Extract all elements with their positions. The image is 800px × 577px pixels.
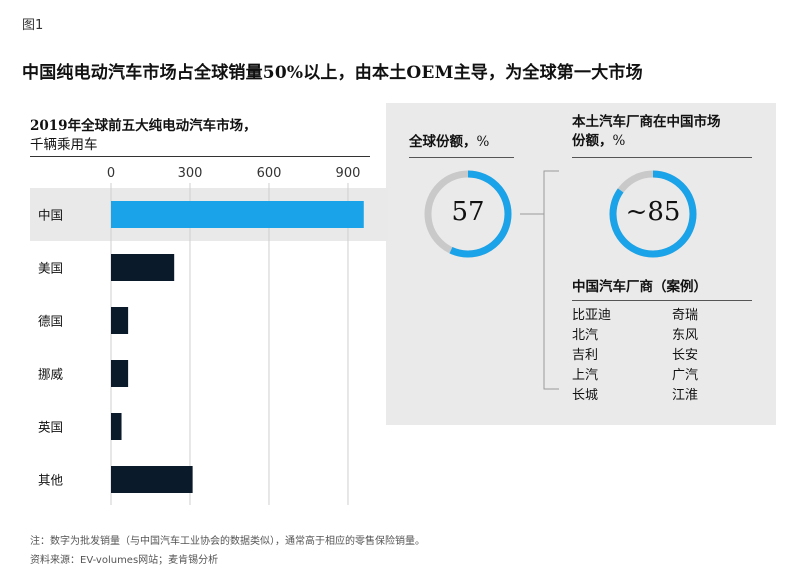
oem-item-2: 北汽 — [572, 328, 599, 343]
global-share-unit: % — [476, 134, 490, 150]
oem-item-3: 东风 — [672, 328, 699, 343]
category-label-5: 其他 — [38, 473, 64, 488]
oem-item-5: 长安 — [672, 348, 699, 363]
footnote-source: 资料来源：EV-volumes网站；麦肯锡分析 — [30, 555, 219, 566]
category-label-0: 中国 — [38, 208, 63, 223]
global-share-title: 全球份额，% — [409, 133, 489, 152]
oem-item-8: 长城 — [572, 388, 599, 403]
category-label-1: 美国 — [38, 261, 63, 276]
chart-title-text: 2019年全球前五大纯电动汽车市场， — [30, 118, 257, 134]
oem-list-rule — [572, 300, 752, 301]
category-label-4: 英国 — [38, 420, 63, 435]
global-share-value: 57 — [451, 197, 485, 227]
oem-item-0: 比亚迪 — [572, 308, 612, 323]
oem-list-title: 中国汽车厂商（案例） — [572, 279, 707, 295]
bar-3 — [111, 360, 129, 387]
oem-item-6: 上汽 — [572, 368, 599, 383]
chart-subtitle: 千辆乘用车 — [30, 137, 98, 153]
right-panel — [386, 103, 776, 425]
oem-item-9: 江淮 — [672, 388, 699, 403]
headline: 中国纯电动汽车市场占全球销量50%以上，由本土OEM主导，为全球第一大市场 — [22, 63, 643, 83]
oem-list: 比亚迪 奇瑞北汽 东风吉利 长安上汽 广汽长城 江淮 — [572, 306, 722, 405]
local-oem-share-value: ~85 — [625, 197, 681, 227]
local-oem-title-line2: 份额， — [572, 133, 613, 149]
category-label-3: 挪威 — [38, 367, 64, 382]
local-oem-rule — [572, 157, 752, 158]
oem-item-7: 广汽 — [672, 368, 699, 383]
bar-1 — [111, 254, 175, 281]
local-oem-share-title: 本土汽车厂商在中国市场 份额，% — [572, 113, 721, 151]
oem-item-4: 吉利 — [572, 348, 599, 363]
bar-5 — [111, 466, 193, 493]
global-share-title-text: 全球份额， — [409, 134, 477, 150]
connector-bracket — [520, 170, 559, 390]
chart-title: 2019年全球前五大纯电动汽车市场， 千辆乘用车 — [30, 117, 257, 155]
x-tick-label-3: 900 — [336, 166, 361, 181]
bar-2 — [111, 307, 129, 334]
global-share-ring-arc — [449, 170, 512, 258]
global-share-rule — [409, 157, 514, 158]
footnote-note: 注：数字为批发销量（与中国汽车工业协会的数据类似），通常高于相应的零售保险销量。 — [30, 536, 425, 547]
local-oem-ring-arc — [609, 170, 697, 258]
bar-0 — [111, 201, 364, 228]
x-tick-label-1: 300 — [178, 166, 203, 181]
local-oem-title-line1: 本土汽车厂商在中国市场 — [572, 114, 721, 130]
local-oem-unit: % — [612, 133, 626, 149]
x-tick-label-0: 0 — [107, 166, 115, 181]
figure-label: 图1 — [22, 18, 44, 33]
oem-item-1: 奇瑞 — [672, 308, 699, 323]
chart-title-rule — [30, 156, 370, 157]
bar-4 — [111, 413, 122, 440]
category-label-2: 德国 — [38, 314, 63, 329]
x-tick-label-2: 600 — [257, 166, 282, 181]
